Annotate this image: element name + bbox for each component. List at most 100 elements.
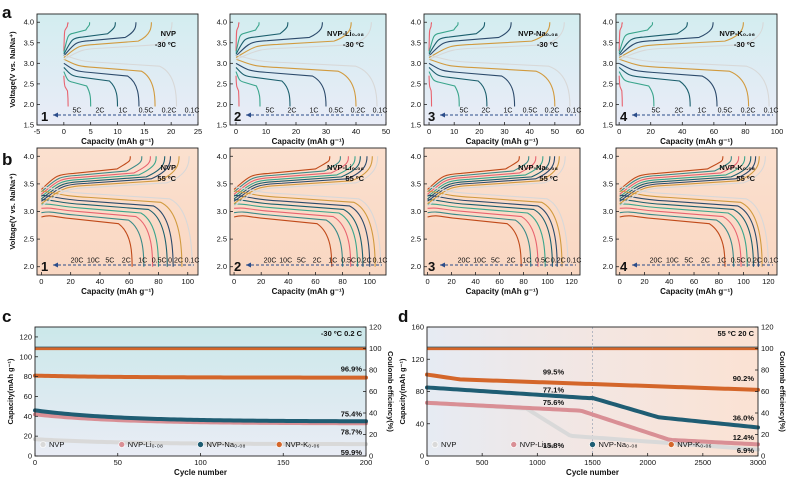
rate-label: 10C (666, 258, 679, 265)
panel-d: 99.5% 77.1% 75.6% 15.8% 90.2% 36.0% 12.4% 6.9% 0… (398, 323, 787, 478)
x-tick-label: 10 (113, 127, 121, 136)
x-tick-label: 5 (89, 127, 93, 136)
arrow-head (246, 262, 251, 268)
rate-label: 0.1C (185, 258, 200, 265)
sample-condition-label: NVP-Li₀.₀₈ (327, 163, 364, 172)
x-tick-label: 0 (427, 127, 431, 136)
x-tick-label: 0 (425, 458, 429, 467)
y2-tick-label: 80 (369, 366, 377, 375)
y-tick-label: 3.5 (217, 38, 227, 47)
discharge-curve-0.2C (63, 58, 156, 107)
arrow-head (632, 262, 637, 268)
discharge-curve-5C (428, 75, 433, 107)
rate-label: 5C (460, 108, 469, 115)
capacity-series-2 (425, 385, 760, 430)
y-axis-label: Capacity(mAh g⁻¹) (398, 358, 407, 425)
x-axis-label: Cycle number (566, 468, 619, 477)
x-tick-label: 20 (66, 277, 74, 286)
legend-label: NVP-Li₀.₀₈ (128, 440, 163, 449)
charge-curve-5C (63, 22, 69, 52)
y-tick-label: 2.0 (24, 100, 34, 109)
x-tick-label: 60 (710, 127, 718, 136)
capacity-series-3 (33, 373, 368, 380)
discharge-curve-2C (41, 203, 160, 267)
panel-letter-d: d (398, 307, 408, 326)
legend-marker (275, 441, 283, 448)
y-tick-label: 1.5 (603, 121, 613, 130)
plot-frame (615, 13, 778, 126)
arrow-head (53, 262, 58, 268)
y-tick-label: 2.0 (24, 262, 34, 271)
y-tick-label: 2.0 (411, 100, 421, 109)
y-tick-label: 0 (28, 452, 32, 461)
y-axis-label: Voltage(V vs. Na/Na⁺) (8, 31, 17, 108)
x-tick-label: 1500 (584, 458, 601, 467)
rate-label: 2C (482, 108, 491, 115)
panel-a2: 0 10 20 30 40 50 1.5 2.0 2.5 3.0 3.5 4.0 Capacity (m… (217, 13, 390, 146)
x-axis-label: Capacity (mAh g⁻¹) (660, 287, 733, 296)
rate-label: 20C (458, 258, 471, 265)
charge-curve-10C (233, 156, 341, 193)
discharge-curve-2C (427, 203, 546, 267)
legend-label: NVP-K₀.₀₆ (285, 440, 319, 449)
rate-label: 5C (491, 258, 500, 265)
rate-label: 5C (266, 108, 275, 115)
x-tick-label: 80 (154, 277, 162, 286)
rate-label: 0.2C (545, 108, 560, 115)
x-tick-label: 0 (33, 458, 37, 467)
y2-tick-label: 0 (761, 452, 765, 461)
capacity-series-3 (425, 372, 760, 392)
rate-label: 1C (138, 258, 147, 265)
charge-curve-0.5C (428, 22, 512, 57)
discharge-curve-1C (63, 67, 119, 107)
discharge-curve-0.5C (235, 62, 327, 107)
panel-b2: 0 20 40 60 80 100 2.0 2.5 3.0 3.5 4.0 Capacity (mAh… (217, 147, 387, 296)
discharge-curve-5C (41, 207, 154, 267)
panel-number: 3 (428, 109, 435, 124)
y-tick-label: 3.5 (411, 38, 421, 47)
charge-curve-0.5C (235, 22, 323, 57)
x-tick-label: 0 (62, 127, 66, 136)
panel-a1: -5 0 5 10 15 20 25 1.5 2.0 2.5 3.0 3.5 4.0 Capacity (… (8, 13, 202, 146)
legend-marker (510, 441, 518, 448)
cycling-panels: 59.9%78.7%75.4%96.9%0 50 100 150 20002040608… (6, 323, 787, 478)
discharge-curve-1C (41, 199, 168, 267)
y-tick-label: 2.5 (603, 235, 613, 244)
y-tick-label: 3.0 (411, 59, 421, 68)
x-tick-label: -5 (34, 127, 41, 136)
retention-label: 12.4% (733, 433, 755, 442)
panel-letter-a: a (2, 3, 12, 22)
panel-number: 3 (428, 259, 435, 274)
rate-label: 0.1C (373, 108, 388, 115)
y-tick-label: 40 (24, 412, 32, 421)
y-axis-label: Voltage(V vs. Na/Na⁺) (8, 173, 17, 250)
panel-number: 4 (620, 109, 628, 124)
retention-label: 77.1% (543, 385, 565, 394)
charge-curve-2C (233, 156, 356, 197)
charge-curve-0.5C (41, 156, 172, 202)
sample-condition-label: NVP (161, 163, 176, 172)
rate-label: 5C (105, 258, 114, 265)
discharge-curve-0.1C (63, 54, 178, 107)
panel-letter-c: c (2, 307, 11, 326)
y-tick-label: 2.5 (411, 235, 421, 244)
charge-curve-0.5C (619, 156, 757, 202)
y-tick-label: 40 (416, 419, 424, 428)
rate-label: 10C (87, 258, 100, 265)
retention-label: 78.7% (341, 427, 363, 436)
discharge-curve-0.1C (619, 54, 770, 107)
y-tick-label: 3.0 (411, 207, 421, 216)
panel-b3: 0 20 40 60 80 100 120 2.0 2.5 3.0 3.5 4.0 Capacity (… (411, 147, 581, 296)
charge-curve-0.1C (41, 156, 190, 207)
rate-label: 5C (73, 108, 82, 115)
x-tick-label: 40 (352, 127, 360, 136)
y-tick-label: 2.0 (217, 100, 227, 109)
x-tick-label: 40 (96, 277, 104, 286)
discharge-curve-0.5C (63, 62, 140, 107)
x-axis-label: Capacity (mAh g⁻¹) (660, 137, 733, 146)
rate-label: 0.2C (741, 108, 756, 115)
discharge-curve-2C (618, 71, 655, 107)
discharge-curve-0.1C (428, 54, 571, 107)
x-tick-label: 40 (284, 277, 292, 286)
